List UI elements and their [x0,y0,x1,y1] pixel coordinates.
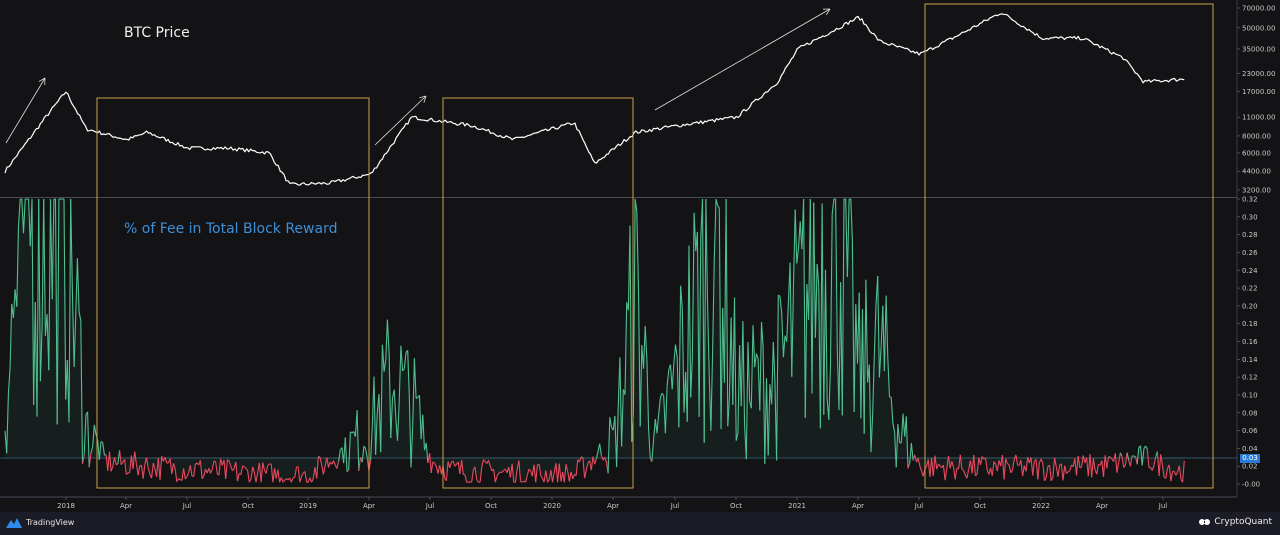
fee-tick-label: 0.14 [1242,356,1258,364]
time-tick-label: Apr [120,502,132,510]
footer-bar: TradingView CryptoQuant [0,512,1280,535]
fee-tick-label: -0.00 [1242,481,1260,489]
time-tick-label: Oct [242,502,254,510]
trend-arrow[interactable] [654,8,831,111]
fee-tick-label: 0.02 [1242,463,1258,471]
time-tick-label: Apr [1096,502,1108,510]
last-value-badge: 0.03 [1240,454,1260,463]
cryptoquant-label: CryptoQuant [1214,517,1272,527]
fee-tick-label: 0.12 [1242,374,1258,382]
fee-series [4,198,1185,483]
fee-tick-label: 0.24 [1242,267,1258,275]
price-series [4,13,1185,186]
price-tick-label: 8000.00 [1242,132,1271,140]
cryptoquant-logo[interactable]: CryptoQuant [1199,517,1272,527]
time-tick-label: Oct [730,502,742,510]
fee-tick-label: 0.08 [1242,409,1258,417]
price-tick-label: 3200.00 [1242,187,1271,195]
fee-tick-label: 0.28 [1242,231,1258,239]
time-tick-label: Jul [670,502,680,510]
highlight-box[interactable] [442,97,634,489]
highlight-box[interactable] [924,3,1214,489]
time-tick-label: Jul [182,502,192,510]
time-tick-label: Oct [974,502,986,510]
time-tick-label: Jul [1158,502,1168,510]
price-tick-label: 4400.00 [1242,168,1271,176]
price-tick-label: 35000.00 [1242,45,1275,53]
highlight-box[interactable] [96,97,370,489]
highlight-boxes [96,3,1214,489]
tradingview-logo[interactable]: TradingView [6,517,74,528]
price-tick-label: 23000.00 [1242,70,1275,78]
time-tick-label: Apr [852,502,864,510]
time-axis[interactable]: 2018 Apr Jul Oct 2019 Apr Jul Oct 2020 Apr Jul Oct 2… [57,497,1167,510]
time-tick-label: Jul [425,502,435,510]
time-tick-label: 2019 [299,502,317,510]
price-axis[interactable]: 70000.00 50000.00 35000.00 23000.00 17000.00… [1237,5,1275,195]
time-tick-label: 2020 [543,502,561,510]
fee-tick-label: 0.32 [1242,196,1258,204]
fee-tick-label: 0.04 [1242,445,1258,453]
cryptoquant-icon [1199,519,1211,525]
price-tick-label: 11000.00 [1242,114,1275,122]
trend-arrow[interactable] [5,77,46,144]
price-tick-label: 17000.00 [1242,88,1275,96]
trend-arrow[interactable] [374,95,427,146]
fee-axis[interactable]: 0.32 0.30 0.28 0.26 0.24 0.22 0.20 0.18 0.16 0.14… [1237,196,1260,489]
time-tick-label: Jul [914,502,924,510]
price-tick-label: 6000.00 [1242,149,1271,157]
fee-tick-label: 0.16 [1242,338,1258,346]
tradingview-label: TradingView [26,518,75,527]
fee-tick-label: 0.06 [1242,427,1258,435]
fee-tick-label: 0.20 [1242,302,1258,310]
time-tick-label: 2021 [788,502,806,510]
time-tick-label: Oct [485,502,497,510]
fee-pane-title: % of Fee in Total Block Reward [124,221,338,237]
time-tick-label: 2022 [1032,502,1050,510]
price-pane-title: BTC Price [124,25,190,41]
fee-tick-label: 0.22 [1242,285,1258,293]
time-tick-label: Apr [363,502,375,510]
tradingview-icon [6,518,22,528]
fee-tick-label: 0.18 [1242,320,1258,328]
fee-tick-label: 0.26 [1242,249,1258,257]
fee-tick-label: 0.30 [1242,213,1258,221]
price-tick-label: 70000.00 [1242,5,1275,13]
fee-tick-label: 0.10 [1242,391,1258,399]
price-tick-label: 50000.00 [1242,24,1275,32]
time-tick-label: Apr [607,502,619,510]
trend-arrows [5,8,831,146]
time-tick-label: 2018 [57,502,75,510]
